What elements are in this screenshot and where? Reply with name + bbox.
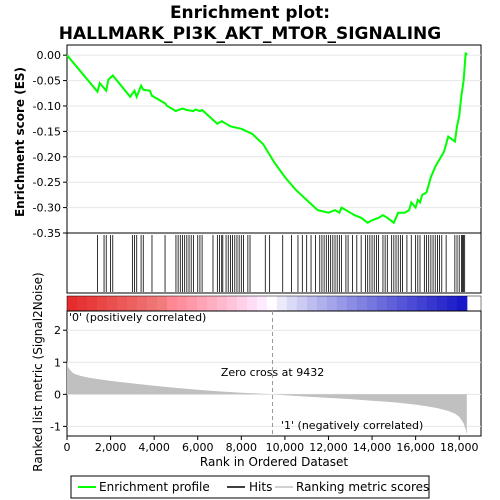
color-bar-segment	[376, 296, 388, 311]
es-tick-label: -0.10	[33, 100, 61, 113]
metric-panel: 210-1 Zero cross at 9432 '0' (positively…	[31, 272, 482, 472]
metric-tick-label: -1	[50, 420, 61, 433]
color-bar-segment	[416, 296, 428, 311]
color-bar-segment	[126, 296, 138, 311]
ranking-color-bar	[67, 296, 468, 311]
color-bar-segment	[116, 296, 128, 311]
metric-y-axis-label: Ranked list metric (Signal2Noise)	[31, 272, 45, 471]
hits-panel-frame	[66, 232, 482, 294]
color-bar-segment	[146, 296, 158, 311]
color-bar-segment	[336, 296, 348, 311]
color-bar-segment	[246, 296, 258, 311]
chart-title-line2: HALLMARK_PI3K_AKT_MTOR_SIGNALING	[59, 24, 441, 44]
legend-label-metric: Ranking metric scores	[296, 480, 429, 494]
color-bar-segment	[456, 296, 468, 311]
color-bar-segment	[396, 296, 408, 311]
color-bar-segment	[166, 296, 178, 311]
metric-panel-frame	[66, 310, 482, 437]
es-panel: 0.00-0.05-0.10-0.15-0.20-0.25-0.30-0.35 …	[13, 44, 482, 240]
color-bar-segment	[76, 296, 88, 311]
metric-tick-label: 1	[54, 356, 61, 369]
color-bar-segment	[346, 296, 358, 311]
es-y-ticks: 0.00 -0.05 -0.10 -0.15 -0.20 -0.25 -0.30 -0.35	[33, 49, 67, 240]
x-tick-label: 18,000	[440, 441, 479, 454]
color-bar-segment	[86, 296, 98, 311]
color-bar-segment	[306, 296, 318, 311]
color-bar-segment	[206, 296, 218, 311]
color-bar-segment	[286, 296, 298, 311]
color-bar-segment	[386, 296, 398, 311]
chart-title-line1: Enrichment plot:	[170, 3, 330, 23]
x-axis-ticks: 0 2,000 4,000 6,000 8,000 10,000 12,000 14,000 1…	[64, 436, 479, 454]
color-bar-segment	[436, 296, 448, 311]
ranking-metric-area	[67, 362, 467, 435]
metric-tick-label: 2	[54, 324, 61, 337]
color-bar-segment	[106, 296, 118, 311]
es-panel-frame	[66, 44, 482, 234]
es-tick-label: -0.35	[33, 227, 61, 240]
es-tick-label: -0.30	[33, 202, 61, 215]
legend-label-enrichment: Enrichment profile	[99, 480, 210, 494]
color-bar-segment	[366, 296, 378, 311]
color-bar-segment	[326, 296, 338, 311]
x-tick-label: 10,000	[266, 441, 305, 454]
x-tick-label: 6,000	[182, 441, 214, 454]
color-bar-segment	[236, 296, 248, 311]
es-y-axis-label: Enrichment score (ES)	[13, 67, 27, 217]
x-tick-label: 2,000	[95, 441, 127, 454]
color-bar-segment	[316, 296, 328, 311]
color-bar-segment	[196, 296, 208, 311]
enrichment-profile-line	[66, 52, 468, 225]
color-bar-segment	[266, 296, 278, 311]
color-bar-segment	[276, 296, 288, 311]
color-bar-segment	[426, 296, 438, 311]
legend-frame	[70, 475, 430, 499]
color-bar-segment	[176, 296, 188, 311]
color-bar-segment	[256, 296, 268, 311]
es-tick-label: -0.05	[33, 75, 61, 88]
color-bar-segment	[67, 296, 78, 311]
x-tick-label: 0	[64, 441, 71, 454]
x-tick-label: 14,000	[353, 441, 392, 454]
color-bar-segment	[226, 296, 238, 311]
color-bar-segment	[356, 296, 368, 311]
color-bar-segment	[96, 296, 108, 311]
color-bar-segment	[216, 296, 228, 311]
es-tick-label: -0.20	[33, 151, 61, 164]
color-bar-segment	[296, 296, 308, 311]
zero-cross-label: Zero cross at 9432	[221, 366, 324, 379]
legend-label-hits: Hits	[249, 480, 272, 494]
positive-correlation-label: '0' (positively correlated)	[69, 311, 206, 324]
es-grid	[67, 54, 481, 234]
metric-tick-label: 0	[54, 388, 61, 401]
es-tick-label: -0.15	[33, 125, 61, 138]
color-bar-segment	[156, 296, 168, 311]
x-tick-label: 16,000	[396, 441, 435, 454]
color-bar-segment	[406, 296, 418, 311]
color-bar-segment	[136, 296, 148, 311]
hits-panel	[66, 232, 482, 294]
negative-correlation-label: '1' (negatively correlated)	[281, 419, 423, 432]
es-tick-label: 0.00	[37, 49, 62, 62]
legend: Enrichment profile Hits Ranking metric s…	[70, 475, 430, 499]
es-tick-label: -0.25	[33, 176, 61, 189]
x-tick-label: 8,000	[226, 441, 258, 454]
color-bar-segment	[186, 296, 198, 311]
x-tick-label: 12,000	[309, 441, 348, 454]
color-bar-segment	[446, 296, 458, 311]
hit-lines	[97, 235, 466, 292]
x-axis-label: Rank in Ordered Dataset	[200, 455, 348, 469]
x-tick-label: 4,000	[138, 441, 170, 454]
metric-y-ticks: 2 1 0 -1	[50, 324, 67, 433]
